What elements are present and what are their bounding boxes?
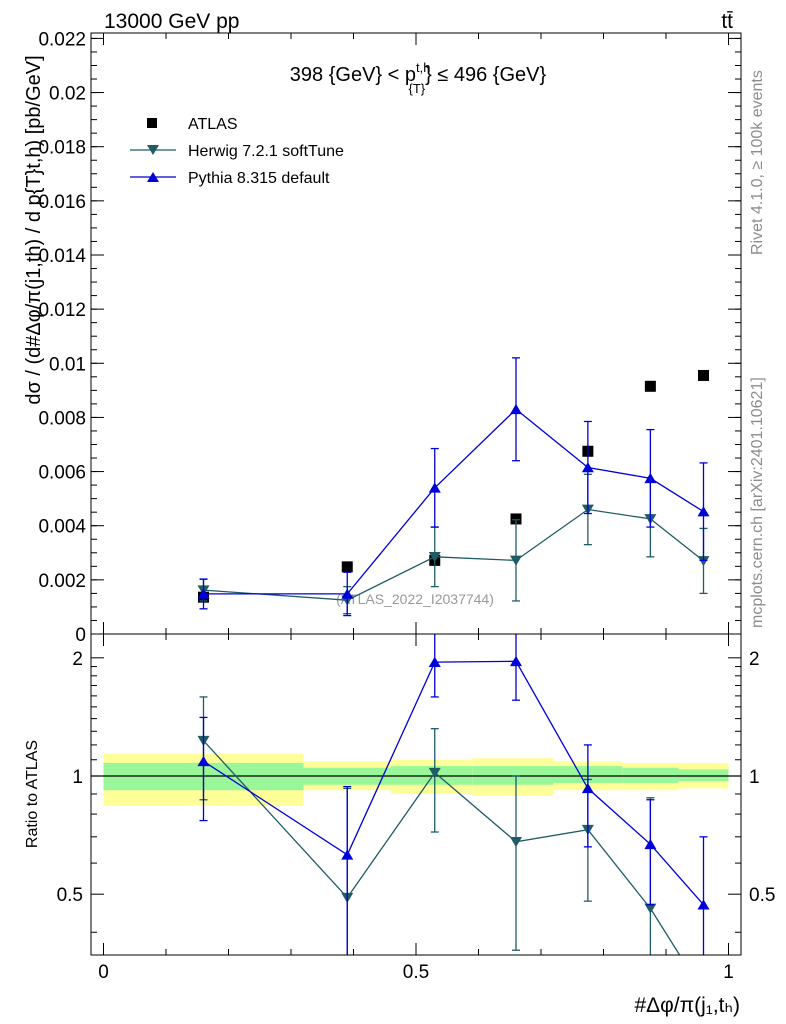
series-atlas	[198, 369, 709, 603]
ratio-point-herwig	[428, 767, 441, 779]
ratio-point-herwig	[644, 903, 657, 914]
ratio-point-pythia	[428, 656, 441, 667]
x-axis-label: #Δφ/π(j₁,tₕ)	[634, 994, 740, 1017]
ratio-y-tick-label: 2	[72, 649, 83, 670]
main-axes: 0 0.002 0.004 0.006 0.008 0.01 0.012 0.014 0.016…	[38, 29, 741, 646]
legend: ATLAS Herwig 7.2.1 softTune Pythia 8.315…	[130, 116, 344, 187]
series-line-herwig	[203, 508, 704, 601]
data-point-atlas	[341, 561, 353, 573]
legend-atlas-label: ATLAS	[188, 116, 238, 133]
series-line-pythia	[203, 408, 704, 595]
ratio-y-tick-label-right: 2	[749, 649, 760, 670]
x-tick-label: 0.5	[403, 962, 429, 983]
ratio-point-pythia	[197, 755, 210, 767]
legend-herwig-marker	[147, 145, 159, 155]
ratio-bands	[103, 753, 729, 806]
main-y-tick-label: 0.018	[38, 138, 86, 159]
ratio-y-axis-label: Ratio to ATLAS	[24, 740, 41, 848]
ratio-series-clip	[197, 634, 710, 955]
main-panel: (ATLAS_2022_I2037744) 0 0.002 0.004 0.006 0.…	[23, 29, 742, 646]
ratio-point-pythia	[510, 655, 522, 667]
legend-pythia-marker	[147, 172, 159, 182]
data-point-pythia	[197, 588, 210, 599]
data-point-pythia	[428, 482, 441, 493]
main-y-axis-label: dσ / (d#Δφ/π(j1,th) / d p{T}t,h) [pb/GeV…	[23, 55, 45, 404]
data-point-atlas	[698, 369, 709, 381]
header-left: 13000 GeV pp	[104, 10, 239, 33]
legend-atlas-marker	[147, 118, 157, 128]
ratio-series-pythia	[197, 634, 710, 955]
data-point-pythia	[341, 588, 354, 599]
main-y-tick-label: 0.006	[38, 463, 86, 484]
main-y-tick-label: 0.014	[38, 246, 86, 267]
ratio-axes: 0.5 0.5 1 1 2 2 0 0.5 1	[57, 634, 775, 983]
main-title: 398 {GeV} < pt,h {T}} ≤ 496 {GeV}	[290, 60, 547, 96]
ratio-series-herwig	[197, 696, 681, 955]
watermark-group: (ATLAS_2022_I2037744)	[336, 591, 494, 607]
data-point-pythia	[510, 403, 522, 415]
main-series	[197, 357, 710, 617]
data-point-pythia	[644, 472, 657, 484]
ratio-y-tick-label-right: 0.5	[749, 885, 775, 906]
analysis-watermark: (ATLAS_2022_I2037744)	[336, 591, 494, 607]
x-tick-label: 1	[723, 962, 734, 983]
data-point-herwig	[428, 552, 441, 563]
main-y-tick-label: 0.012	[38, 300, 86, 321]
ratio-series-clip	[197, 696, 681, 955]
ratio-y-tick-label: 1	[72, 767, 83, 788]
ratio-point-pythia	[581, 782, 594, 794]
data-point-herwig	[697, 556, 710, 567]
main-y-tick-label: 0.016	[38, 192, 86, 213]
ratio-y-tick-label: 0.5	[57, 885, 83, 906]
ratio-point-herwig	[510, 836, 522, 848]
uncertainty-band-inner	[678, 769, 729, 782]
main-y-tick-label: 0.002	[38, 571, 86, 592]
main-y-tick-label: 0.008	[38, 408, 86, 429]
data-point-atlas	[644, 380, 656, 392]
title-pre: 398 {GeV} < p	[290, 64, 416, 86]
data-point-pythia	[697, 506, 710, 517]
ratio-point-pythia	[697, 899, 710, 910]
ratio-series	[197, 634, 710, 955]
legend-herwig-label: Herwig 7.2.1 softTune	[188, 143, 344, 160]
ratio-y-tick-label-right: 1	[749, 767, 760, 788]
main-y-tick-label: 0.022	[38, 29, 86, 50]
x-tick-label: 0	[98, 962, 109, 983]
main-y-tick-label: 0.01	[49, 354, 86, 375]
data-point-atlas	[510, 513, 522, 525]
main-y-tick-label: 0	[75, 625, 86, 646]
title-post: } ≤ 496 {GeV}	[425, 64, 546, 86]
uncertainty-band-inner	[622, 767, 679, 783]
legend-pythia-label: Pythia 8.315 default	[188, 170, 330, 187]
rivet-version-label: Rivet 4.1.0, ≥ 100k events	[749, 70, 766, 255]
main-y-tick-label: 0.02	[49, 84, 86, 105]
data-point-pythia	[581, 462, 594, 473]
main-y-tick-label: 0.004	[38, 517, 86, 538]
ratio-panel: 0.5 0.5 1 1 2 2 0 0.5 1 Ratio to ATLAS #Δφ/π(j₁,…	[24, 633, 775, 1017]
data-point-herwig	[510, 555, 522, 566]
title-sub: {T}	[409, 81, 426, 96]
header-right: tt̄	[721, 10, 733, 33]
ratio-point-pythia	[341, 849, 354, 860]
ratio-point-pythia	[644, 838, 657, 850]
series-pythia	[197, 357, 710, 617]
title-sup: t,h	[416, 60, 430, 75]
mcplots-label: mcplots.cern.ch [arXiv:2401.10621]	[749, 377, 766, 628]
